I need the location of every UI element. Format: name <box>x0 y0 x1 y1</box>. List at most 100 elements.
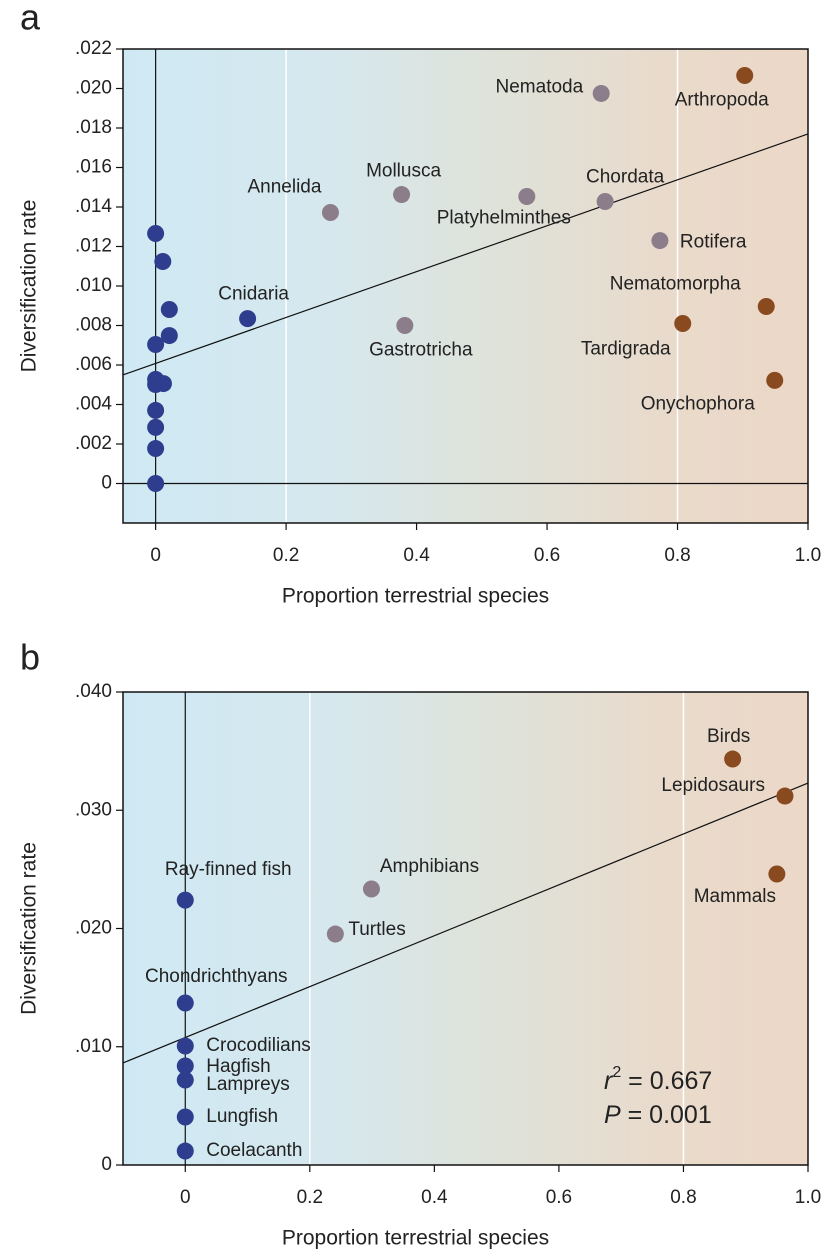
point <box>160 327 178 345</box>
x-tick-label: 0 <box>150 545 161 566</box>
y-tick-label: .014 <box>75 196 112 217</box>
point-label: Tardigrada <box>581 339 671 360</box>
y-tick-label: .010 <box>75 1036 112 1057</box>
y-axis-title: Diversification rate <box>18 200 41 373</box>
point-label: Arthropoda <box>675 89 769 110</box>
point-label: Ray-finned fish <box>165 859 292 880</box>
point <box>396 317 414 334</box>
x-tick-label: 1.0 <box>795 1187 821 1208</box>
p-value: = 0.001 <box>621 1101 712 1129</box>
point-label: Lampreys <box>206 1074 289 1095</box>
point-label: Mammals <box>694 886 776 907</box>
y-tick-label: .020 <box>75 78 112 99</box>
y-tick-label: .020 <box>75 918 112 939</box>
point <box>766 371 784 389</box>
point <box>776 787 794 805</box>
y-tick-label: .010 <box>75 275 112 296</box>
point <box>736 66 754 84</box>
point-label: Platyhelminthes <box>437 208 571 229</box>
x-axis-title: Proportion terrestrial species <box>282 1227 549 1250</box>
y-tick-label: .008 <box>75 315 112 336</box>
r-value: = 0.667 <box>621 1067 712 1095</box>
point <box>147 440 165 458</box>
point <box>147 418 165 436</box>
point-label: Chondrichthyans <box>145 966 288 987</box>
point <box>321 204 339 222</box>
p-symbol: P <box>604 1101 621 1129</box>
point-label: Cnidaria <box>218 284 289 305</box>
panel: a 0 .002 .004 .006 .008 .010 .012 .014 .016 .018 .0… <box>18 0 822 608</box>
point-label: Birds <box>707 726 750 747</box>
y-tick-label: 0 <box>101 473 112 494</box>
point <box>239 310 257 328</box>
r-exponent: 2 <box>612 1064 621 1081</box>
point <box>674 315 692 333</box>
x-tick-label: 0.2 <box>273 545 299 566</box>
point <box>147 335 165 353</box>
point-label: Mollusca <box>366 161 441 182</box>
point <box>147 224 165 242</box>
point <box>757 298 775 316</box>
x-tick-label: 0.4 <box>403 545 430 566</box>
x-tick-label: 0.4 <box>421 1187 448 1208</box>
x-axis-title: Proportion terrestrial species <box>282 585 549 608</box>
y-tick-label: .040 <box>75 681 112 702</box>
point <box>176 1071 194 1089</box>
y-tick-label: .018 <box>75 117 112 138</box>
plot-background <box>123 692 808 1165</box>
point <box>176 1037 194 1055</box>
point <box>592 84 610 102</box>
point-label: Amphibians <box>380 856 479 877</box>
point <box>147 401 165 419</box>
point <box>176 1057 194 1075</box>
y-tick-label: .022 <box>75 38 112 59</box>
y-tick-label: .004 <box>75 394 112 415</box>
trend-line <box>122 782 809 1064</box>
y-tick-label: .002 <box>75 433 112 454</box>
point <box>393 186 411 204</box>
point-label: Onychophora <box>641 393 756 414</box>
point-label: Chordata <box>586 166 665 187</box>
y-tick-label: .030 <box>75 799 112 820</box>
panel: b 0 .010 .020 .030 .040 0 0.2 0.4 0.6 0.8 1.0 Propor… <box>18 637 822 1250</box>
panel-label: a <box>20 0 41 38</box>
plot-background <box>123 49 808 523</box>
point-label: Lungfish <box>206 1106 278 1127</box>
y-axis-title: Diversification rate <box>18 842 41 1015</box>
x-tick-label: 0 <box>180 1187 191 1208</box>
y-tick-label: .012 <box>75 236 112 257</box>
point <box>176 1142 194 1160</box>
y-tick-label: .006 <box>75 354 112 375</box>
point-label: Crocodilians <box>206 1035 311 1056</box>
x-tick-label: 0.2 <box>297 1187 323 1208</box>
point <box>596 192 614 210</box>
point <box>724 750 742 768</box>
point <box>176 891 194 909</box>
stat-r2: r2 = 0.667 <box>604 1064 712 1094</box>
point-label: Nematomorpha <box>610 274 741 295</box>
x-tick-label: 1.0 <box>795 545 821 566</box>
point <box>362 880 380 898</box>
point-label: Turtles <box>348 919 405 940</box>
point <box>147 475 165 492</box>
point <box>176 994 194 1012</box>
point <box>326 925 344 943</box>
x-tick-label: 0.8 <box>664 545 690 566</box>
x-tick-label: 0.8 <box>670 1187 696 1208</box>
point-label: Hagfish <box>206 1056 270 1077</box>
point <box>154 253 172 271</box>
point-label: Rotifera <box>680 232 747 253</box>
point <box>651 232 669 250</box>
x-tick-label: 0.6 <box>546 1187 572 1208</box>
point <box>176 1108 194 1126</box>
point <box>518 188 536 206</box>
y-tick-label: .016 <box>75 157 112 178</box>
stat-p: P = 0.001 <box>604 1101 712 1129</box>
trend-line <box>122 133 809 376</box>
point-label: Coelacanth <box>206 1140 302 1161</box>
point <box>154 375 172 393</box>
point-label: Gastrotricha <box>369 340 473 361</box>
x-tick-label: 0.6 <box>534 545 560 566</box>
point-label: Lepidosaurs <box>661 775 765 796</box>
